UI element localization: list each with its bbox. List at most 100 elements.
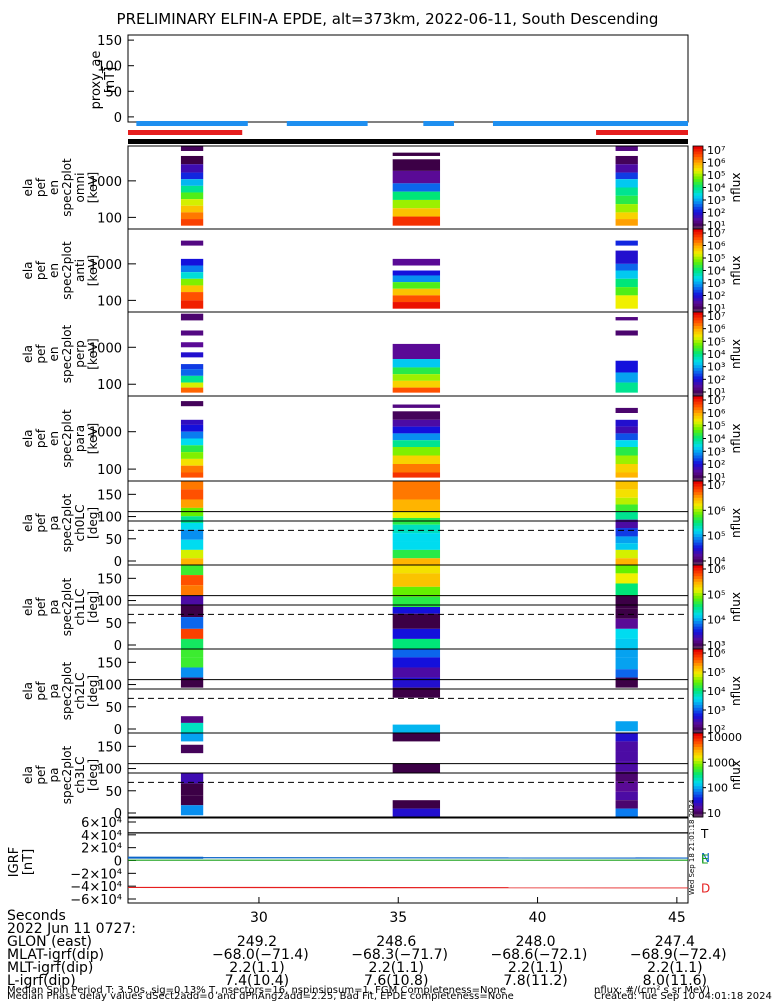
- heatmap-cell: [181, 285, 203, 292]
- heatmap-cell: [616, 212, 638, 219]
- heatmap-cell: [393, 525, 440, 533]
- ylabel-line: spec2plot: [60, 409, 74, 468]
- ylabel-line: pef: [34, 513, 48, 533]
- heatmap-cell: [181, 199, 203, 206]
- colorbar-tick-label: 10³: [707, 361, 725, 374]
- heatmap-cell: [616, 741, 638, 751]
- ylabel-line: pef: [34, 681, 48, 701]
- heatmap-cell: [393, 725, 440, 733]
- heatmap-cell: [181, 489, 203, 499]
- y-tick-label: 100: [97, 679, 122, 694]
- y-tick-label: 150: [97, 572, 122, 587]
- ylabel-line: pef: [34, 260, 48, 280]
- ylabel-line: [keV]: [86, 172, 100, 203]
- heatmap-cell: [393, 456, 440, 465]
- colorbar: [693, 146, 706, 230]
- heatmap-cell: [181, 420, 203, 425]
- ylabel-line: en: [47, 431, 61, 446]
- heatmap-cell: [393, 171, 440, 183]
- colorbar-tick-label: 10³: [707, 445, 725, 458]
- heatmap-cell: [616, 219, 638, 226]
- heatmap-cell: [393, 208, 440, 216]
- heatmap-cell: [181, 481, 203, 489]
- heatmap-cell: [393, 629, 440, 639]
- panel-spec_perp: [128, 312, 706, 397]
- heatmap-cell: [616, 619, 638, 629]
- heatmap-cell: [616, 447, 638, 456]
- heatmap-cell: [181, 279, 203, 286]
- panel-pa_ch0: [128, 481, 706, 566]
- heatmap-cell: [393, 275, 440, 282]
- heatmap-cell: [616, 204, 638, 212]
- heatmap-cell: [616, 481, 638, 489]
- ylabel-line: ela: [21, 766, 35, 784]
- x-tick-label: 35: [389, 910, 407, 926]
- heatmap-cell: [393, 511, 440, 518]
- heatmap-cell: [393, 153, 440, 156]
- heatmap-cell: [616, 408, 638, 413]
- heatmap-cell: [616, 317, 638, 320]
- heatmap-cell: [393, 550, 440, 558]
- colorbar-tick-label: 10⁶: [707, 647, 726, 660]
- heatmap-cell: [393, 447, 440, 456]
- y-tick-label: −6×10⁴: [70, 893, 122, 908]
- heatmap-cell: [616, 543, 638, 550]
- heatmap-cell: [181, 219, 203, 226]
- colorbar-tick-label: 10⁴: [707, 348, 726, 361]
- heatmap-cell: [616, 595, 638, 608]
- ylabel-line: spec2plot: [60, 324, 74, 383]
- heatmap-cell: [616, 279, 638, 287]
- heatmap-cell: [616, 433, 638, 440]
- colorbar: [693, 649, 706, 734]
- heatmap-cell: [181, 716, 203, 723]
- heatmap-cell: [616, 558, 638, 565]
- science-zone-bar: [493, 121, 688, 126]
- heatmap-cell: [393, 289, 440, 296]
- heatmap-cell: [616, 505, 638, 512]
- y-tick-label: 150: [97, 656, 122, 671]
- panel-spec_omni: [128, 146, 706, 230]
- heatmap-cell: [181, 530, 203, 540]
- ylabel-line: pa: [47, 768, 61, 783]
- igrf-ylabel-unit: [nT]: [21, 849, 36, 875]
- heatmap-cell: [181, 186, 203, 193]
- y-tick-label: 50: [105, 701, 122, 716]
- heatmap-cell: [616, 287, 638, 295]
- heatmap-cell: [181, 629, 203, 639]
- heatmap-cell: [616, 464, 638, 473]
- heatmap-cell: [181, 459, 203, 466]
- ylabel-line: anti: [73, 259, 87, 282]
- heatmap-cell: [181, 146, 203, 151]
- heatmap-cell: [393, 533, 440, 541]
- heatmap-cell: [393, 405, 440, 408]
- panel-pa_ch3: [128, 733, 706, 818]
- colorbar-tick-label: 10⁴: [707, 685, 726, 698]
- ylabel-line: [deg]: [86, 759, 100, 791]
- heatmap-cell: [181, 179, 203, 186]
- heatmap-cell: [393, 614, 440, 629]
- proxy-ae-tick-label: 0: [114, 111, 122, 126]
- heatmap-cell: [616, 146, 638, 151]
- colorbar-tick-label: 10³: [707, 277, 725, 290]
- heatmap-cell: [181, 364, 203, 369]
- heatmap-cell: [181, 439, 203, 446]
- ylabel-line: ela: [21, 598, 35, 616]
- heatmap-cell: [393, 200, 440, 208]
- attitude-bar: [128, 139, 688, 144]
- ylabel-line: ela: [21, 514, 35, 532]
- heatmap-cell: [616, 678, 638, 688]
- ylabel-line: ch3LC: [73, 757, 87, 794]
- heatmap-cell: [181, 667, 203, 677]
- y-tick-label: 150: [97, 488, 122, 503]
- colorbar-tick-label: 10²: [707, 458, 725, 471]
- heatmap-cell: [616, 295, 638, 308]
- heatmap-cell: [393, 420, 440, 427]
- colorbar-label: nflux: [729, 676, 743, 706]
- colorbar-tick-label: 10⁶: [707, 563, 726, 576]
- colorbar-tick-label: 10⁴: [707, 433, 726, 446]
- heatmap-cell: [616, 196, 638, 204]
- ylabel-line: pef: [34, 597, 48, 617]
- colorbar-label: nflux: [729, 424, 743, 454]
- colorbar-tick-label: 10000: [707, 731, 742, 744]
- heatmap-cell: [393, 809, 440, 817]
